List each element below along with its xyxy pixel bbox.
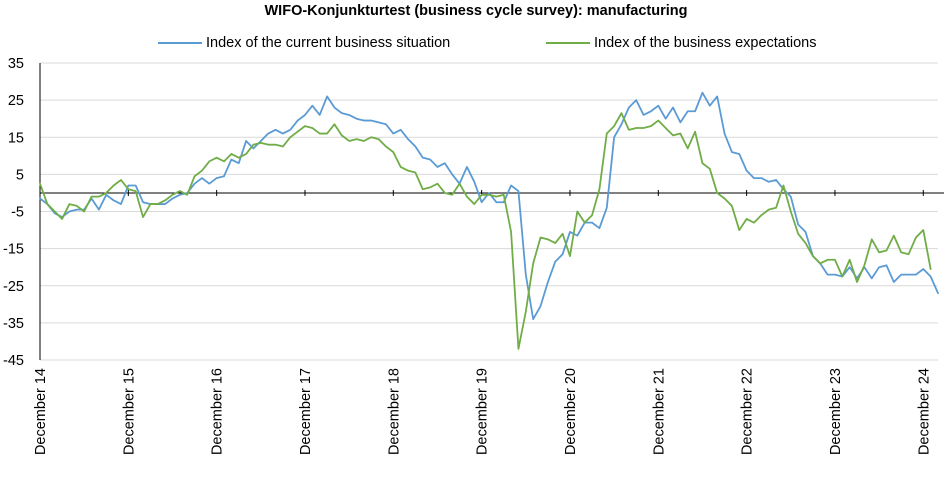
legend-item-current-situation: Index of the current business situation (158, 35, 450, 51)
y-tick-label: -45 (3, 353, 24, 369)
x-tick-label: December 15 (121, 368, 137, 455)
x-tick-label: December 19 (475, 368, 491, 455)
x-tick-label: December 24 (916, 368, 932, 455)
y-tick-label: -15 (3, 242, 24, 258)
y-tick-label: 35 (8, 56, 24, 72)
legend-label-expectations: Index of the business expectations (594, 35, 817, 51)
y-tick-label: -5 (11, 205, 24, 221)
legend-swatch-green (546, 42, 590, 44)
legend: Index of the current business situation … (0, 35, 952, 55)
y-tick-label: -35 (3, 316, 24, 332)
y-tick-label: -25 (3, 279, 24, 295)
legend-swatch-blue (158, 42, 202, 44)
y-tick-label: 25 (8, 93, 24, 109)
gridlines (40, 62, 938, 361)
axes (39, 63, 944, 360)
x-tick-label: December 17 (298, 368, 314, 455)
x-tick-label: December 23 (828, 368, 844, 455)
x-tick-label: December 16 (210, 368, 226, 455)
x-tick-label: December 18 (386, 368, 402, 455)
series-line-current-situation (39, 91, 939, 321)
legend-item-expectations: Index of the business expectations (546, 35, 816, 51)
x-tick-label: December 14 (33, 368, 49, 455)
series-line-expectations (39, 112, 932, 350)
x-tick-label: December 22 (740, 368, 756, 455)
x-tick-label: December 21 (651, 368, 667, 455)
series-lines (39, 91, 939, 350)
x-tick-label: December 20 (563, 368, 579, 455)
y-tick-label: 5 (16, 167, 24, 183)
chart-title: WIFO-Konjunkturtest (business cycle surv… (264, 3, 688, 19)
tick-labels: -45 -35 -25 -15 -5 5 15 25 35 December 14 December… (3, 56, 932, 455)
y-tick-label: 15 (8, 130, 24, 146)
legend-label-current-situation: Index of the current business situation (206, 35, 451, 51)
